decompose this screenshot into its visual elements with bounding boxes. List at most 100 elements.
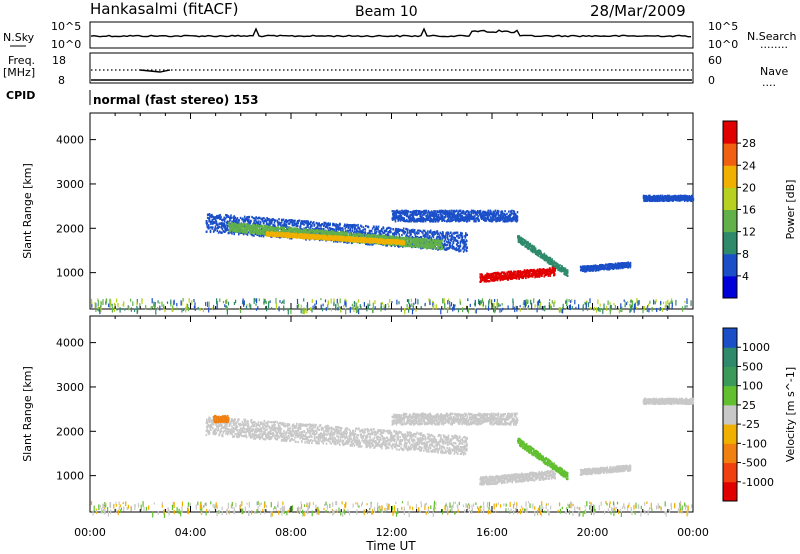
data-cell [432,212,435,216]
data-cell [379,231,381,234]
noise-speck [502,307,504,311]
noise-speck [496,298,498,305]
data-cell [460,249,462,252]
noise-speck [151,298,153,304]
data-cell [298,219,301,222]
data-cell [207,227,210,230]
data-cell [224,224,226,227]
noise-speck [480,303,482,306]
noise-speck [643,306,645,311]
noise-speck [255,303,257,306]
data-cell [219,213,221,217]
data-cell [383,231,385,234]
data-cell [282,218,285,221]
noise-speck [424,302,426,307]
data-cell [310,228,312,231]
noise-speck [560,308,562,314]
data-cell [376,227,378,230]
data-cell [434,232,436,235]
noise-sky-line [90,27,691,38]
data-cell [336,223,339,227]
noise-speck [320,304,322,309]
noise-speck [108,303,110,308]
data-cell [392,228,394,231]
data-cell [243,215,246,218]
noise-speck [306,307,309,311]
data-cell [444,238,447,241]
noise-speck [372,308,374,314]
data-cell [296,223,298,227]
data-cell [220,223,223,226]
noise-speck [481,298,484,303]
data-cell [279,226,282,230]
data-cell [227,225,229,228]
data-cell [296,220,299,223]
data-cell [450,209,453,212]
noise-left-tick-bottom: 10^0 [51,38,81,51]
data-cell [229,218,231,221]
data-cell [246,218,248,221]
noise-speck [648,303,650,307]
data-cell [332,224,334,227]
noise-speck [514,305,516,309]
noise-speck [136,305,138,309]
data-cell [335,230,338,233]
data-cell [215,220,218,223]
data-cell [377,225,380,228]
data-cell [224,217,227,220]
data-cell [333,223,336,226]
noise-speck [100,300,102,307]
data-cell [268,218,270,221]
noise-speck [661,307,664,312]
noise-speck [358,308,360,315]
data-cell [353,223,356,226]
data-cell [456,239,459,242]
noise-speck [170,299,172,304]
data-cell [222,224,225,227]
noise-speck [269,300,271,303]
noise-speck [345,299,347,303]
data-cell [363,234,366,237]
data-cell [438,246,440,249]
data-cell [343,241,345,244]
data-cell [239,216,242,219]
data-cell [307,220,309,223]
noise-speck [479,300,481,305]
data-cell [225,229,228,232]
noise-speck [648,308,650,313]
data-cell [289,221,292,224]
noise-speck [553,302,555,308]
data-cell [363,231,365,234]
data-cell [280,224,282,227]
data-cell [340,231,342,234]
noise-speck [417,299,419,305]
data-cell [348,225,350,228]
noise-speck [610,305,612,309]
noise-speck [282,300,284,304]
data-cell [463,238,465,242]
noise-speck [411,308,414,315]
data-cell [260,218,262,221]
data-cell [233,215,235,218]
noise-speck [212,307,214,310]
data-cell [382,227,385,230]
data-cell [269,225,272,228]
noise-speck [566,307,568,310]
data-cell [452,241,455,244]
data-cell [229,222,231,225]
noise-speck [213,304,215,311]
noise-speck [330,298,332,304]
noise-speck [256,298,258,304]
noise-speck [183,308,185,312]
data-cell [292,224,294,227]
noise-speck [452,306,454,312]
data-cell [318,222,320,225]
data-cell [411,219,414,222]
noise-speck [443,298,445,304]
noise-speck [300,308,302,314]
noise-speck [656,307,658,313]
data-cell [222,218,225,221]
data-cell [403,243,406,246]
data-cell [382,232,384,235]
noise-right-label: N.Search [747,30,797,43]
